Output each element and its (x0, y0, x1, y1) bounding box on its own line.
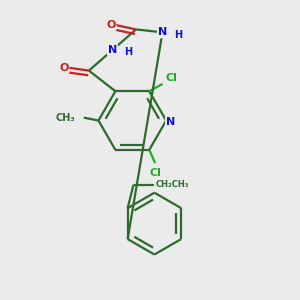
Text: N: N (158, 27, 167, 37)
Text: H: H (124, 47, 132, 57)
Text: H: H (174, 30, 182, 40)
Text: O: O (59, 63, 69, 73)
Text: Cl: Cl (165, 73, 177, 83)
Text: N: N (108, 45, 117, 55)
Text: Cl: Cl (149, 168, 161, 178)
Text: CH₃: CH₃ (55, 112, 75, 123)
Text: CH₂CH₃: CH₂CH₃ (156, 180, 189, 189)
Text: O: O (106, 20, 116, 30)
Text: N: N (166, 117, 175, 127)
